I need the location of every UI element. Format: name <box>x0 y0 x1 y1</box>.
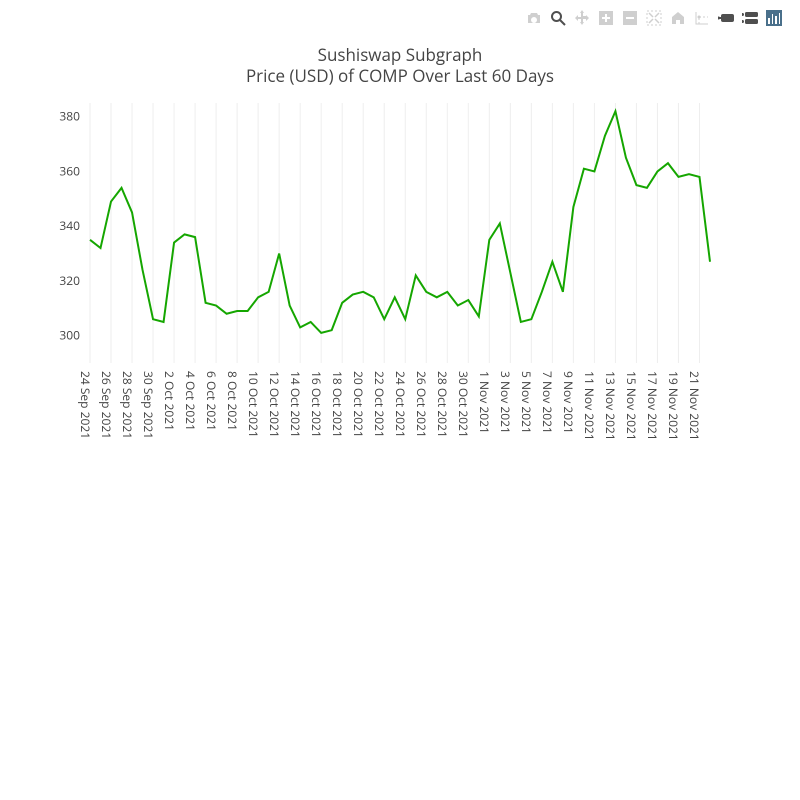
x-tick-label: 17 Nov 2021 <box>644 371 661 441</box>
x-tick-label: 12 Oct 2021 <box>266 371 283 438</box>
svg-text:380: 380 <box>59 108 80 125</box>
title-line-1: Sushiswap Subgraph <box>318 43 483 66</box>
zoom-icon[interactable] <box>550 10 566 26</box>
plot-area: 300320340360380 24 Sep 202126 Sep 202128… <box>90 103 710 363</box>
x-tick-label: 24 Oct 2021 <box>392 371 409 438</box>
x-tick-label: 21 Nov 2021 <box>686 371 703 441</box>
x-tick-label: 11 Nov 2021 <box>581 371 598 441</box>
x-tick-label: 28 Oct 2021 <box>434 371 451 438</box>
x-tick-label: 15 Nov 2021 <box>623 371 640 441</box>
x-tick-label: 14 Oct 2021 <box>287 371 304 438</box>
x-tick-label: 20 Oct 2021 <box>350 371 367 438</box>
modebar <box>526 10 782 26</box>
svg-text:320: 320 <box>59 272 80 289</box>
x-tick-label: 10 Oct 2021 <box>245 371 262 438</box>
x-tick-label: 8 Oct 2021 <box>224 371 241 431</box>
x-tick-label: 16 Oct 2021 <box>308 371 325 438</box>
svg-text:300: 300 <box>59 327 80 344</box>
x-tick-label: 9 Nov 2021 <box>560 371 577 434</box>
x-tick-label: 22 Oct 2021 <box>371 371 388 438</box>
hover-closest-icon[interactable] <box>718 10 734 26</box>
zoom-out-icon[interactable] <box>622 10 638 26</box>
x-tick-label: 18 Oct 2021 <box>329 371 346 438</box>
x-tick-label: 19 Nov 2021 <box>665 371 682 441</box>
x-tick-label: 30 Oct 2021 <box>455 371 472 438</box>
x-tick-label: 24 Sep 2021 <box>77 371 94 439</box>
x-tick-label: 7 Nov 2021 <box>539 371 556 434</box>
x-tick-label: 13 Nov 2021 <box>602 371 619 441</box>
autoscale-icon[interactable] <box>646 10 662 26</box>
x-tick-label: 28 Sep 2021 <box>119 371 136 439</box>
x-tick-label: 6 Oct 2021 <box>203 371 220 431</box>
x-tick-label: 3 Nov 2021 <box>497 371 514 434</box>
price-line <box>90 111 710 333</box>
reset-axes-icon[interactable] <box>670 10 686 26</box>
x-tick-label: 4 Oct 2021 <box>182 371 199 431</box>
x-tick-label: 1 Nov 2021 <box>476 371 493 434</box>
svg-text:340: 340 <box>59 217 80 234</box>
x-tick-label: 5 Nov 2021 <box>518 371 535 434</box>
x-tick-label: 26 Sep 2021 <box>98 371 115 439</box>
pan-icon[interactable] <box>574 10 590 26</box>
title-line-2: Price (USD) of COMP Over Last 60 Days <box>246 64 554 87</box>
series-layer <box>90 103 710 363</box>
camera-icon[interactable] <box>526 10 542 26</box>
x-tick-label: 2 Oct 2021 <box>161 371 178 431</box>
x-tick-label: 30 Sep 2021 <box>140 371 157 439</box>
x-tick-label: 26 Oct 2021 <box>413 371 430 438</box>
chart-container: { "title_line1": "Sushiswap Subgraph", "… <box>0 0 800 800</box>
zoom-in-icon[interactable] <box>598 10 614 26</box>
svg-text:360: 360 <box>59 162 80 179</box>
plotly-logo-icon[interactable] <box>766 10 782 26</box>
chart-title: Sushiswap Subgraph Price (USD) of COMP O… <box>0 44 800 87</box>
spike-lines-icon[interactable] <box>694 10 710 26</box>
hover-compare-icon[interactable] <box>742 10 758 26</box>
